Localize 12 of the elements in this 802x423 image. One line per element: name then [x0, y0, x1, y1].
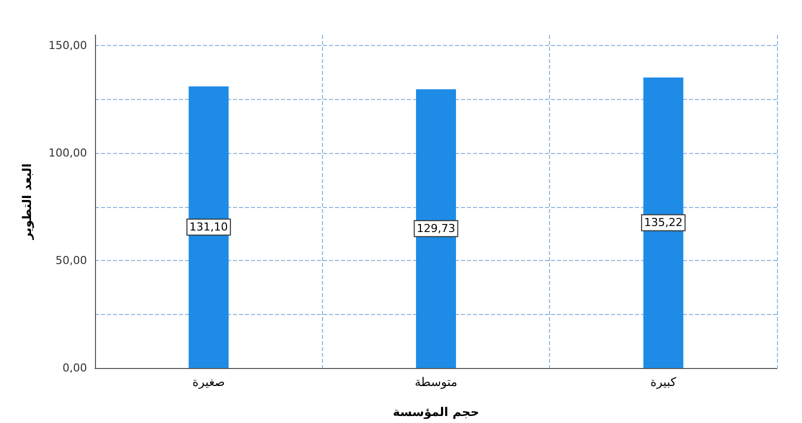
y-tick-label: 150,00 [48, 39, 87, 52]
y-axis-title: البعد التطوير [20, 163, 34, 241]
x-tick-label: متوسطة [414, 375, 458, 389]
y-tick-label: 50,00 [56, 254, 87, 268]
y-tick-label: 0,00 [62, 362, 87, 374]
y-tick-label: 100,00 [48, 146, 87, 160]
x-axis-title: حجم المؤسسة [392, 405, 480, 419]
data-label: 135,22 [644, 216, 683, 230]
x-tick-label: صغيرة [192, 375, 225, 389]
data-label: 131,10 [189, 220, 228, 234]
x-tick-label: كبيرة [650, 375, 677, 389]
data-label: 129,73 [416, 222, 456, 236]
